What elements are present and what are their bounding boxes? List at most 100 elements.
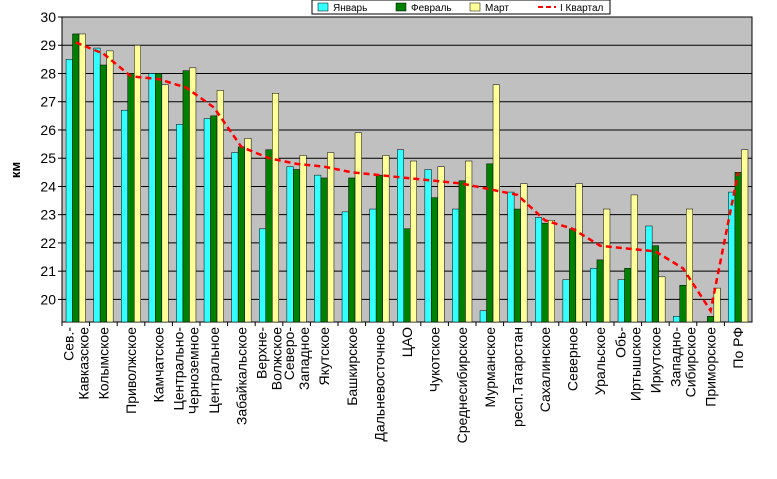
bar-jan bbox=[535, 217, 542, 323]
y-tick-label: 27 bbox=[40, 94, 56, 110]
bar-jan bbox=[424, 169, 432, 323]
legend: Январь Февраль Март I Квартал bbox=[311, 0, 611, 15]
x-axis: Сев.- Кавказское Колымское Приволжское Камча… bbox=[60, 322, 746, 443]
x-category-label: Обь- bbox=[612, 327, 628, 358]
legend-swatch-jan bbox=[317, 2, 329, 12]
y-tick-label: 30 bbox=[40, 9, 56, 25]
x-category-label: Колымское bbox=[95, 327, 111, 400]
bar-feb bbox=[596, 259, 604, 323]
legend-box bbox=[311, 0, 611, 15]
x-category-label: По РФ bbox=[730, 327, 746, 369]
bar-mar bbox=[410, 160, 417, 323]
bar-jan bbox=[507, 191, 515, 323]
legend-label-jan: Январь bbox=[333, 3, 367, 14]
bar-feb bbox=[293, 169, 301, 323]
x-category-label: Камчатское bbox=[151, 327, 167, 403]
bar-mar bbox=[520, 183, 528, 323]
x-category-label: Западное bbox=[296, 327, 312, 390]
bar-mar bbox=[686, 208, 693, 323]
y-tick-label: 24 bbox=[40, 178, 56, 194]
bar-jan bbox=[286, 166, 294, 323]
x-category-label: Сибирское bbox=[683, 327, 699, 398]
bar-mar bbox=[437, 166, 445, 323]
bar-feb bbox=[127, 73, 135, 323]
y-tick-label: 26 bbox=[40, 122, 56, 138]
x-category-label: Черноземное bbox=[186, 327, 202, 414]
bar-feb bbox=[237, 146, 245, 323]
x-category-label: Якутское bbox=[316, 327, 332, 386]
bar-mar bbox=[630, 194, 638, 323]
x-category-label: Сев.- bbox=[60, 327, 76, 361]
bar-jan bbox=[452, 208, 460, 323]
bar-mar bbox=[382, 155, 390, 323]
bars bbox=[65, 33, 749, 323]
y-axis-title: км bbox=[8, 162, 23, 178]
y-tick-label: 21 bbox=[40, 263, 56, 279]
x-category-label: Чукотское bbox=[427, 327, 443, 392]
bar-feb bbox=[403, 228, 411, 323]
x-category-label: Дальневосточное bbox=[371, 327, 387, 442]
bar-mar bbox=[327, 152, 335, 323]
bar-feb bbox=[99, 64, 107, 323]
legend-label-quarter: I Квартал bbox=[560, 3, 604, 14]
bar-mar bbox=[161, 84, 169, 323]
bar-feb bbox=[320, 177, 328, 323]
bar-jan bbox=[590, 268, 598, 323]
bar-feb bbox=[182, 70, 190, 323]
x-category-label: респ.Татарстан bbox=[509, 327, 525, 427]
x-category-label: Западно- bbox=[668, 327, 684, 387]
y-tick-label: 20 bbox=[40, 291, 56, 307]
bar-mar bbox=[78, 33, 86, 323]
x-category-label: Сахалинское bbox=[537, 327, 553, 412]
x-category-label: Волжское bbox=[269, 327, 285, 390]
bar-feb bbox=[72, 33, 80, 323]
bar-jan bbox=[176, 124, 184, 323]
bar-jan bbox=[121, 109, 128, 323]
bar-mar bbox=[134, 44, 141, 323]
bar-mar bbox=[575, 183, 583, 323]
bar-mar bbox=[354, 132, 362, 323]
x-category-label: Приморское bbox=[703, 327, 719, 407]
y-tick-label: 29 bbox=[40, 37, 56, 53]
bar-jan bbox=[617, 279, 625, 323]
x-category-label: Центрально- bbox=[171, 327, 187, 411]
bar-jan bbox=[314, 174, 322, 323]
bar-mar bbox=[106, 50, 114, 323]
bar-feb bbox=[569, 228, 577, 323]
bar-mar bbox=[216, 90, 224, 323]
bar-feb bbox=[458, 180, 466, 323]
x-category-label: Уральское bbox=[592, 327, 608, 395]
bar-feb bbox=[155, 73, 163, 323]
legend-label-mar: Март bbox=[485, 3, 509, 14]
bar-mar bbox=[658, 276, 666, 323]
bar-feb bbox=[210, 115, 218, 323]
legend-label-feb: Февраль bbox=[411, 3, 452, 14]
x-category-label: Северное bbox=[565, 327, 581, 391]
bar-feb bbox=[265, 149, 273, 323]
x-category-label: Забайкальское bbox=[233, 327, 249, 425]
bar-jan bbox=[65, 59, 73, 323]
quarter-line bbox=[75, 41, 740, 314]
series-line-quarter bbox=[75, 41, 740, 314]
bar-feb bbox=[651, 245, 659, 323]
bar-feb bbox=[624, 268, 632, 323]
bar-mar bbox=[713, 287, 721, 323]
bar-feb bbox=[513, 208, 521, 323]
bar-mar bbox=[244, 138, 252, 323]
bar-jan bbox=[397, 149, 404, 323]
x-category-label: Центральное bbox=[206, 327, 222, 414]
bar-feb bbox=[375, 174, 383, 323]
bar-mar bbox=[603, 208, 611, 323]
y-axis: 20 21 22 23 24 25 26 27 28 29 30 bbox=[40, 9, 62, 307]
x-category-label: Кавказское bbox=[75, 327, 91, 400]
bar-jan bbox=[93, 47, 101, 323]
x-category-label: Приволжское bbox=[123, 327, 139, 414]
x-category-label: Мурманское bbox=[482, 327, 498, 408]
bar-jan bbox=[231, 152, 239, 323]
bar-mar bbox=[272, 93, 279, 323]
bar-feb bbox=[679, 285, 687, 323]
bar-jan bbox=[341, 211, 349, 323]
bar-feb bbox=[541, 222, 549, 323]
x-category-label: Башкирское bbox=[344, 327, 360, 406]
